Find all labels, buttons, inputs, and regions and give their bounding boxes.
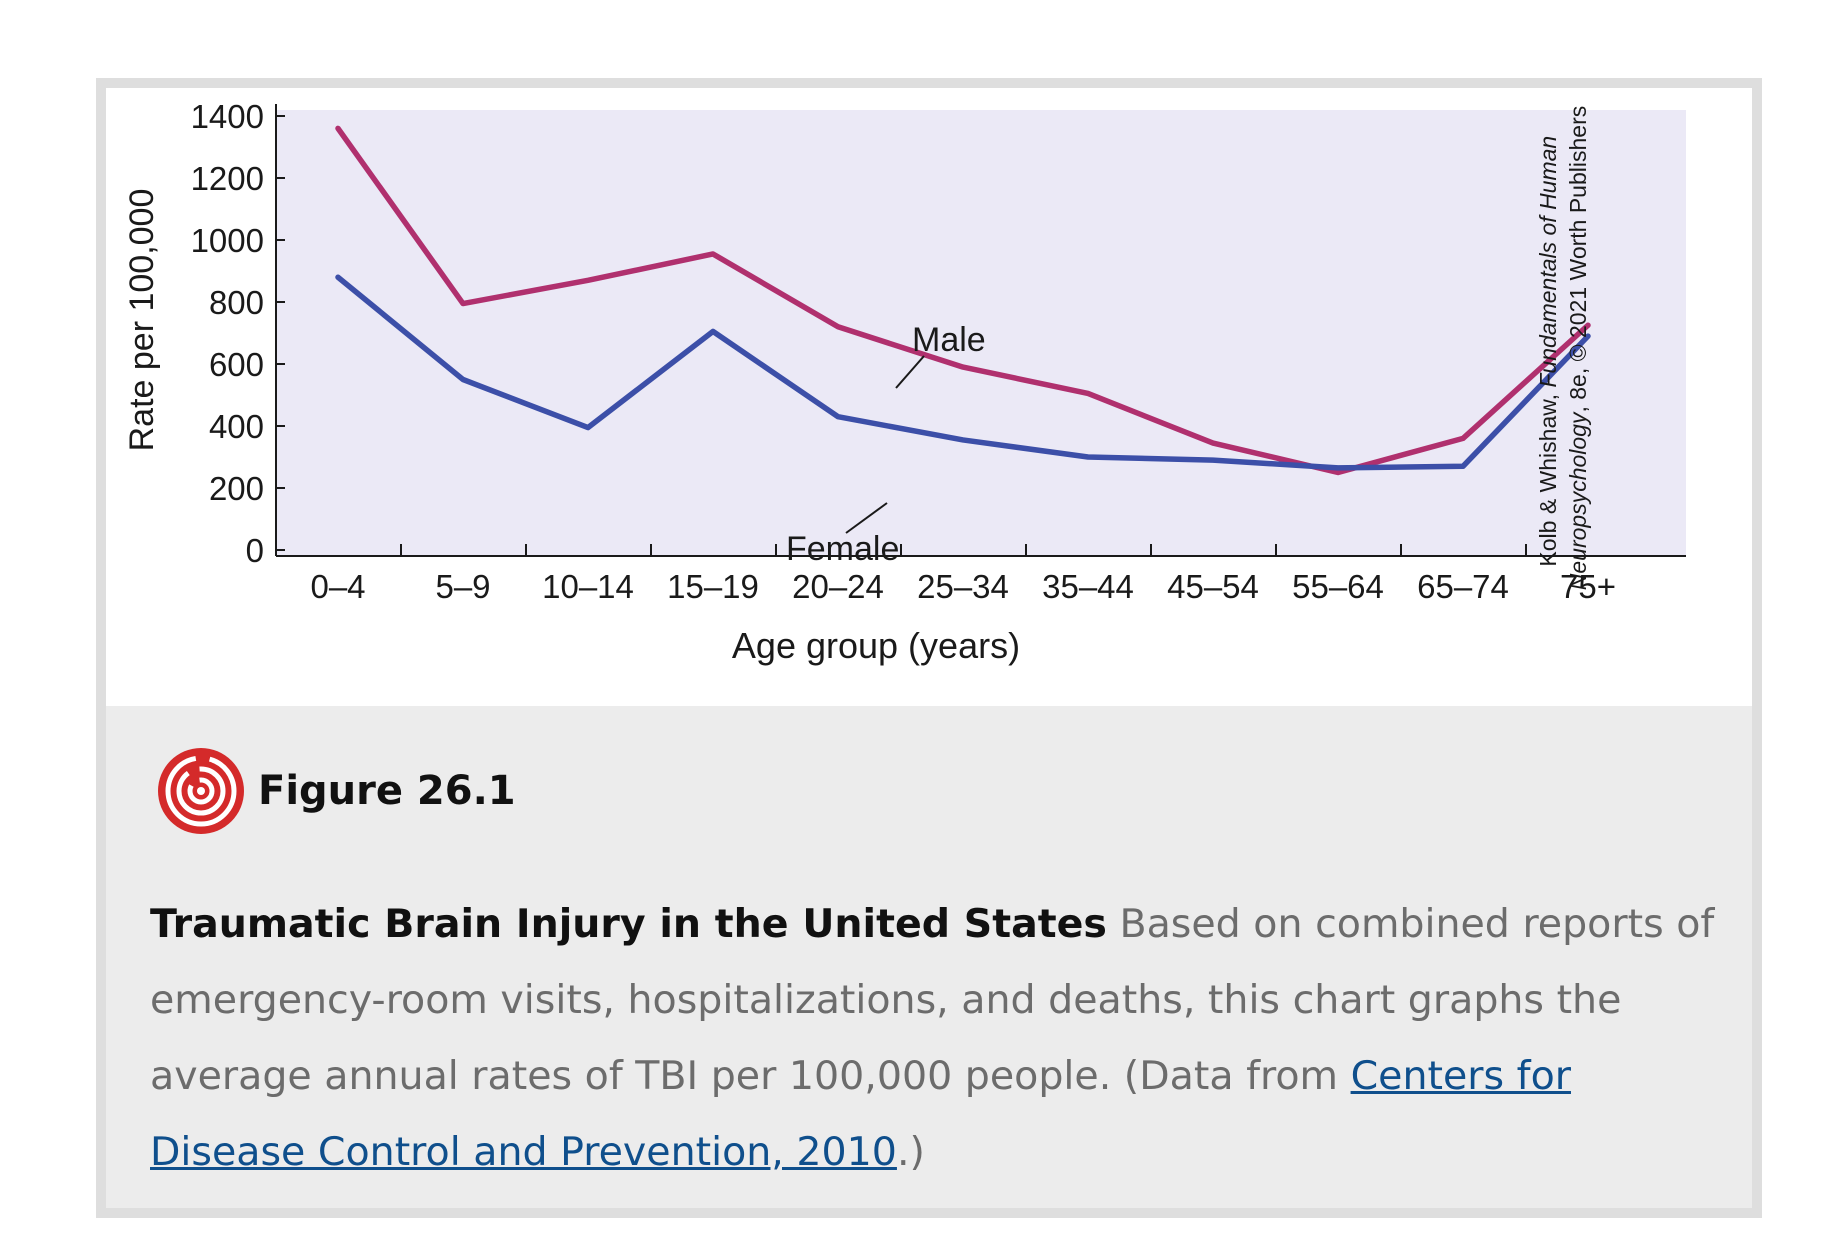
x-tick-label: 5–9	[435, 568, 490, 605]
x-tick-label: 65–74	[1417, 568, 1509, 605]
y-tick-label: 800	[209, 284, 264, 321]
x-tick-label: 45–54	[1167, 568, 1259, 605]
y-tick-label: 1000	[191, 222, 264, 259]
x-tick-label: 35–44	[1042, 568, 1134, 605]
y-tick-label: 200	[209, 470, 264, 507]
figure-box: 0 200 400 600 800 1000 1200 1400 0–4 5–9 10–14 15–1…	[96, 78, 1762, 1218]
x-tick-label: 20–24	[792, 568, 884, 605]
y-tick-label: 1200	[191, 160, 264, 197]
axes-layer: 0 200 400 600 800 1000 1200 1400 0–4 5–9 10–14 15–1…	[191, 98, 1686, 605]
male-annotation-leader	[895, 355, 925, 389]
x-tick-label: 0–4	[310, 568, 365, 605]
caption-area: Figure 26.1 Traumatic Brain Injury in th…	[106, 706, 1752, 1208]
target-maze-icon	[158, 748, 244, 834]
x-tick-label: 25–34	[917, 568, 1009, 605]
credit-line-1: Kolb & Whishaw, Fundamentals of Human	[1535, 136, 1561, 567]
x-tick-label: 55–64	[1292, 568, 1384, 605]
y-axis-label: Rate per 100,000	[123, 189, 161, 452]
female-annotation: Female	[786, 530, 899, 568]
credit-line-2: Neuropsychology, 8e, © 2021 Worth Publis…	[1565, 106, 1591, 590]
caption-title: Traumatic Brain Injury in the United Sta…	[150, 901, 1107, 947]
plot-background	[276, 110, 1686, 556]
series-layer	[335, 125, 1591, 476]
credit-line: Kolb & Whishaw, Fundamentals of Human Ne…	[1535, 106, 1591, 590]
annotation-layer: Male Female	[786, 321, 986, 568]
y-tick-label: 0	[246, 532, 264, 569]
series-line-female	[335, 274, 1591, 471]
y-tick-label: 600	[209, 346, 264, 383]
x-tick-label: 15–19	[667, 568, 759, 605]
y-tick-label: 1400	[191, 98, 264, 135]
chart-panel: 0 200 400 600 800 1000 1200 1400 0–4 5–9 10–14 15–1…	[106, 88, 1752, 706]
x-tick-label: 10–14	[542, 568, 634, 605]
series-line-male	[335, 125, 1591, 476]
caption-body: Based on combined reports of emergency-r…	[150, 901, 1715, 1099]
y-tick-label: 400	[209, 408, 264, 445]
line-chart: 0 200 400 600 800 1000 1200 1400 0–4 5–9 10–14 15–1…	[123, 98, 1686, 666]
x-axis-label: Age group (years)	[732, 625, 1020, 666]
male-annotation: Male	[912, 321, 986, 359]
x-tick-label: 75+	[1560, 568, 1616, 605]
caption-end: .)	[896, 1129, 925, 1175]
female-annotation-leader	[845, 502, 888, 534]
figure-header: Figure 26.1	[156, 746, 516, 836]
figure-label: Figure 26.1	[258, 768, 516, 814]
source-link[interactable]: Centers for Disease Control and Preventi…	[150, 1053, 1571, 1175]
caption-text: Traumatic Brain Injury in the United Sta…	[150, 886, 1730, 1190]
